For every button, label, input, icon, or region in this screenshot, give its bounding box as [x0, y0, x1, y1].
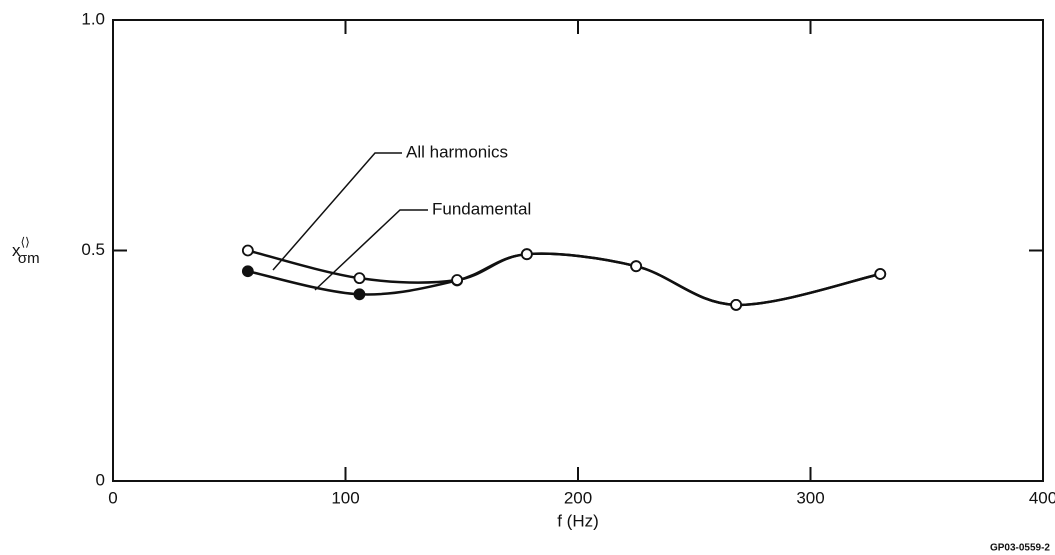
- x-axis-label: f (Hz): [557, 511, 599, 530]
- y-tick-label: 0.5: [81, 240, 105, 259]
- data-point: [451, 274, 464, 286]
- y-axis-label: x⟨⟩ σm: [12, 235, 40, 267]
- y-tick-label: 1.0: [81, 9, 105, 28]
- data-point: [241, 244, 254, 257]
- series-line: [247, 249, 881, 307]
- legend-label: All harmonics: [406, 142, 508, 161]
- figure-id: GP03-0559-2: [990, 543, 1050, 554]
- data-point: [520, 248, 533, 261]
- x-tick-label: 200: [564, 488, 592, 507]
- x-tick-label: 100: [331, 488, 359, 507]
- legend-label: Fundamental: [432, 199, 531, 218]
- series-line: [247, 252, 881, 307]
- leader-line: [272, 152, 402, 271]
- data-point: [874, 268, 887, 280]
- data-point: [353, 288, 366, 301]
- y-label-sub: σm: [18, 250, 40, 267]
- x-tick-label: 0: [108, 488, 117, 507]
- data-point: [241, 265, 254, 278]
- x-tick-label: 400: [1029, 488, 1055, 507]
- x-tick-label: 300: [796, 488, 824, 507]
- y-label-sup: ⟨⟩: [21, 235, 30, 249]
- y-tick-label: 0: [96, 470, 105, 489]
- data-point: [730, 298, 742, 311]
- y-label-base: x: [12, 241, 21, 260]
- data-point: [353, 272, 366, 285]
- leader-line: [314, 209, 428, 291]
- data-point: [630, 260, 643, 273]
